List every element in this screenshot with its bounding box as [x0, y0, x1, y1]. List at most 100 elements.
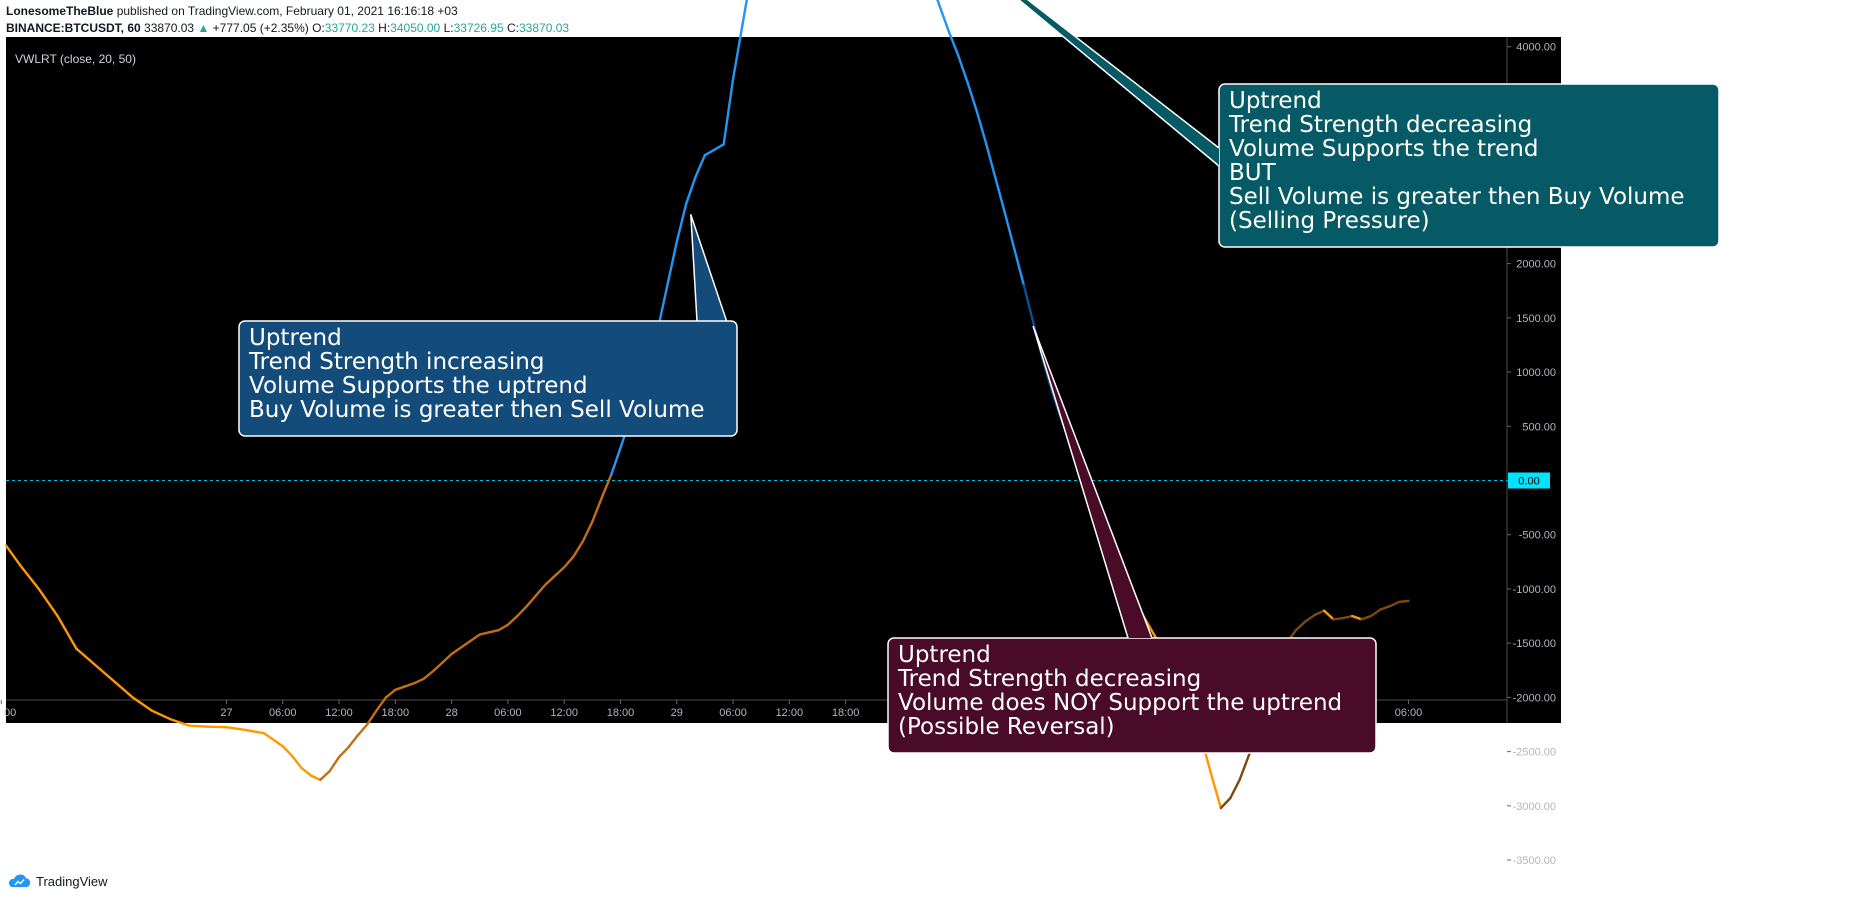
series-segment	[244, 728, 266, 735]
series-segment	[356, 723, 369, 737]
series-segment	[150, 709, 172, 721]
tradingview-cloud-icon	[8, 874, 31, 887]
callout-bottom-line: Uptrend	[898, 642, 991, 668]
series-segment	[441, 652, 453, 664]
callout-top-right-line: Trend Strength decreasing	[1228, 112, 1532, 138]
series-segment	[93, 663, 116, 683]
footer-brand[interactable]: TradingView	[6, 871, 108, 891]
series-segment	[703, 148, 716, 157]
series-segment	[131, 696, 153, 712]
series-segment	[966, 81, 979, 113]
y-tick-label: -3000.00	[1513, 801, 1556, 813]
series-segment	[384, 688, 397, 699]
series-segment	[994, 177, 1007, 215]
y-tick-label: 4000.00	[1516, 42, 1556, 54]
y-tick-label: -1000.00	[1513, 584, 1556, 596]
x-tick-label: 00	[4, 707, 16, 719]
callout-left-box	[238, 320, 738, 437]
price-change: +777.05 (+2.35%)	[212, 21, 309, 35]
x-tick-label: 18:00	[382, 707, 410, 719]
x-tick-label: 28	[445, 707, 457, 719]
y-tick-label: 1500.00	[1516, 313, 1556, 325]
series-segment	[309, 774, 322, 782]
series-segment	[1229, 778, 1241, 800]
x-tick-label: 06:00	[494, 707, 522, 719]
series-segment	[956, 54, 969, 84]
x-tick-label: 12:00	[550, 707, 578, 719]
close-label: C:	[507, 21, 519, 35]
y-tick-label: -500.00	[1519, 530, 1556, 542]
series-segment	[1369, 608, 1382, 618]
indicator-chart[interactable]: 8000.007500.007000.006500.006000.005500.…	[0, 0, 1866, 870]
series-segment	[487, 628, 500, 634]
series-segment	[450, 646, 463, 656]
author-name[interactable]: LonesomeTheBlue	[6, 4, 114, 18]
series-segment	[1388, 600, 1401, 608]
indicator-label[interactable]: VWLRT (close, 20, 50)	[15, 52, 136, 66]
series-segment	[337, 746, 350, 759]
callout-left-line: Trend Strength increasing	[248, 349, 544, 375]
series-segment	[562, 555, 575, 569]
series-segment	[1351, 614, 1363, 621]
x-tick-label: 27	[220, 707, 232, 719]
close-value: 33870.03	[519, 21, 570, 35]
callout-bottom-line: (Possible Reversal)	[898, 714, 1115, 740]
series-segment	[225, 726, 247, 732]
callout-top-right-line: Uptrend	[1229, 88, 1322, 114]
y-tick-label: -2500.00	[1513, 747, 1556, 759]
series-segment	[675, 202, 688, 244]
callout-top-right-line: (Selling Pressure)	[1229, 208, 1430, 234]
series-segment	[731, 23, 744, 81]
high-value: 34050.00	[390, 21, 441, 35]
series-segment	[666, 240, 678, 287]
published-text: published on TradingView.com, February 0…	[116, 4, 458, 18]
callout-left-line: Volume Supports the uptrend	[249, 373, 588, 399]
callout-top-right-line: BUT	[1229, 160, 1277, 186]
series-segment	[431, 661, 444, 673]
y-tick-label: -2000.00	[1513, 692, 1556, 704]
x-tick-label: 06:00	[719, 707, 747, 719]
series-segment	[694, 153, 707, 179]
series-segment	[938, 4, 951, 33]
series-segment	[609, 446, 622, 477]
series-segment	[478, 631, 491, 636]
series-segment	[1397, 599, 1410, 604]
series-segment	[741, 0, 748, 27]
series-segment	[1210, 774, 1223, 810]
series-segment	[600, 473, 613, 500]
callout-bottom-line: Trend Strength decreasing	[897, 666, 1201, 692]
series-segment	[347, 734, 359, 749]
y-tick-label: 500.00	[1522, 421, 1556, 433]
series-segment	[722, 78, 735, 146]
series-segment	[375, 696, 388, 712]
ohlc-line: BINANCE:BTCUSDT, 60 33870.03 ▲ +777.05 (…	[6, 21, 569, 35]
series-segment	[985, 143, 997, 181]
publish-line: LonesomeTheBlue published on TradingView…	[6, 4, 458, 18]
x-tick-label: 06:00	[1395, 707, 1423, 719]
y-tick-label: 2000.00	[1516, 259, 1556, 271]
series-segment	[459, 639, 472, 649]
series-segment	[290, 754, 303, 770]
callout-left-line: Uptrend	[249, 325, 342, 351]
series-segment	[947, 30, 960, 57]
series-segment	[4, 544, 22, 567]
series-segment	[319, 769, 331, 782]
series-segment	[1238, 753, 1251, 782]
series-segment	[1322, 609, 1335, 621]
series-segment	[18, 563, 41, 591]
series-segment	[1332, 617, 1345, 621]
y-tick-label: -1500.00	[1513, 638, 1556, 650]
series-segment	[581, 520, 594, 543]
series-segment	[506, 614, 519, 626]
callout-left-line: Buy Volume is greater then Sell Volume	[249, 397, 705, 423]
series-segment	[975, 110, 988, 146]
y-tick-label: 1000.00	[1516, 367, 1556, 379]
x-tick-label: 29	[671, 707, 683, 719]
series-segment	[1219, 797, 1232, 810]
series-segment	[281, 745, 294, 758]
callout-bottom-line: Volume does NOY Support the uptrend	[898, 690, 1342, 716]
open-label: O:	[312, 21, 325, 35]
series-segment	[75, 647, 97, 667]
series-segment	[1003, 212, 1016, 251]
